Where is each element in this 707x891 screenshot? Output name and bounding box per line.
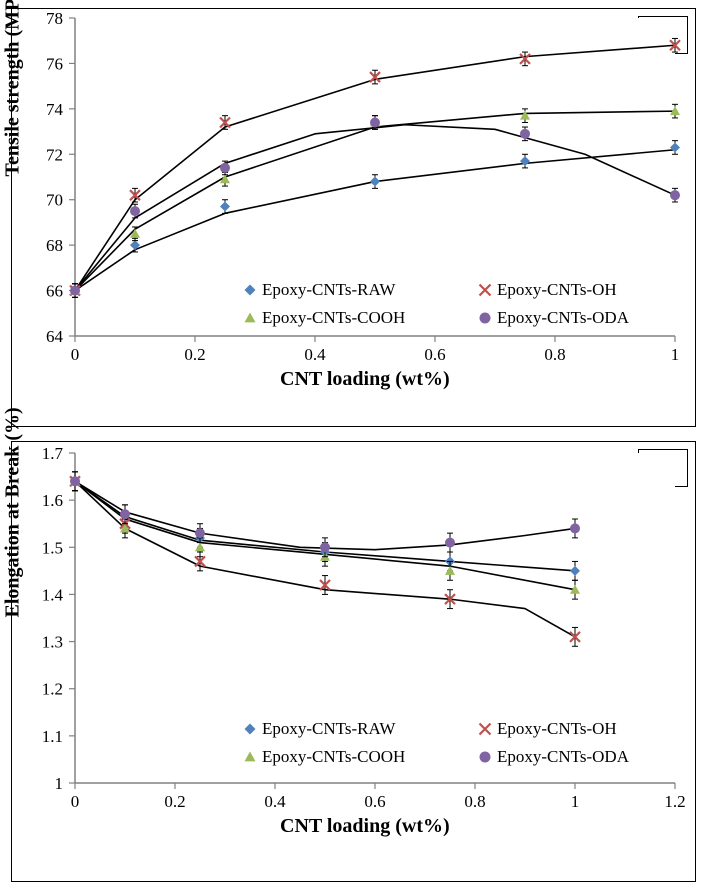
svg-text:1.2: 1.2 — [664, 792, 685, 811]
svg-text:1: 1 — [55, 774, 64, 793]
plot-a: 00.20.40.60.816466687072747678Epoxy-CNTs… — [75, 18, 675, 336]
svg-text:0: 0 — [71, 792, 80, 811]
svg-text:0: 0 — [71, 345, 80, 364]
svg-text:0.8: 0.8 — [464, 792, 485, 811]
panel-a-xlabel: CNT loading (wt%) — [280, 368, 450, 391]
svg-text:1.6: 1.6 — [42, 491, 63, 510]
svg-text:78: 78 — [46, 9, 63, 28]
svg-text:0.2: 0.2 — [164, 792, 185, 811]
svg-text:74: 74 — [46, 100, 64, 119]
svg-text:Epoxy-CNTs-COOH: Epoxy-CNTs-COOH — [262, 308, 405, 327]
svg-text:Epoxy-CNTs-RAW: Epoxy-CNTs-RAW — [262, 280, 396, 299]
svg-text:72: 72 — [46, 145, 63, 164]
svg-text:0.4: 0.4 — [304, 345, 326, 364]
svg-text:1.3: 1.3 — [42, 633, 63, 652]
panel-b-xlabel: CNT loading (wt%) — [280, 815, 450, 838]
svg-text:Epoxy-CNTs-COOH: Epoxy-CNTs-COOH — [262, 747, 405, 766]
svg-text:1: 1 — [671, 345, 680, 364]
svg-text:0.6: 0.6 — [424, 345, 445, 364]
svg-text:0.6: 0.6 — [364, 792, 385, 811]
svg-text:76: 76 — [46, 54, 63, 73]
svg-text:Epoxy-CNTs-OH: Epoxy-CNTs-OH — [497, 719, 617, 738]
svg-text:0.8: 0.8 — [544, 345, 565, 364]
svg-text:Epoxy-CNTs-RAW: Epoxy-CNTs-RAW — [262, 719, 396, 738]
svg-text:70: 70 — [46, 191, 63, 210]
chart-a-svg: 00.20.40.60.816466687072747678Epoxy-CNTs… — [75, 18, 675, 336]
svg-text:68: 68 — [46, 236, 63, 255]
svg-text:1.2: 1.2 — [42, 680, 63, 699]
svg-text:1.5: 1.5 — [42, 538, 63, 557]
svg-text:0.4: 0.4 — [264, 792, 286, 811]
svg-text:Epoxy-CNTs-OH: Epoxy-CNTs-OH — [497, 280, 617, 299]
svg-text:1.1: 1.1 — [42, 727, 63, 746]
svg-text:66: 66 — [46, 282, 63, 301]
plot-b: 00.20.40.60.811.211.11.21.31.41.51.61.7E… — [75, 453, 675, 783]
svg-text:0.2: 0.2 — [184, 345, 205, 364]
svg-text:Epoxy-CNTs-ODA: Epoxy-CNTs-ODA — [497, 747, 630, 766]
svg-text:64: 64 — [46, 327, 64, 346]
figure-container: (a) 00.20.40.60.816466687072747678Epoxy-… — [0, 0, 707, 891]
chart-b-svg: 00.20.40.60.811.211.11.21.31.41.51.61.7E… — [75, 453, 675, 783]
svg-text:1.4: 1.4 — [42, 585, 64, 604]
svg-text:1: 1 — [571, 792, 580, 811]
svg-text:1.7: 1.7 — [42, 444, 64, 463]
svg-text:Epoxy-CNTs-ODA: Epoxy-CNTs-ODA — [497, 308, 630, 327]
